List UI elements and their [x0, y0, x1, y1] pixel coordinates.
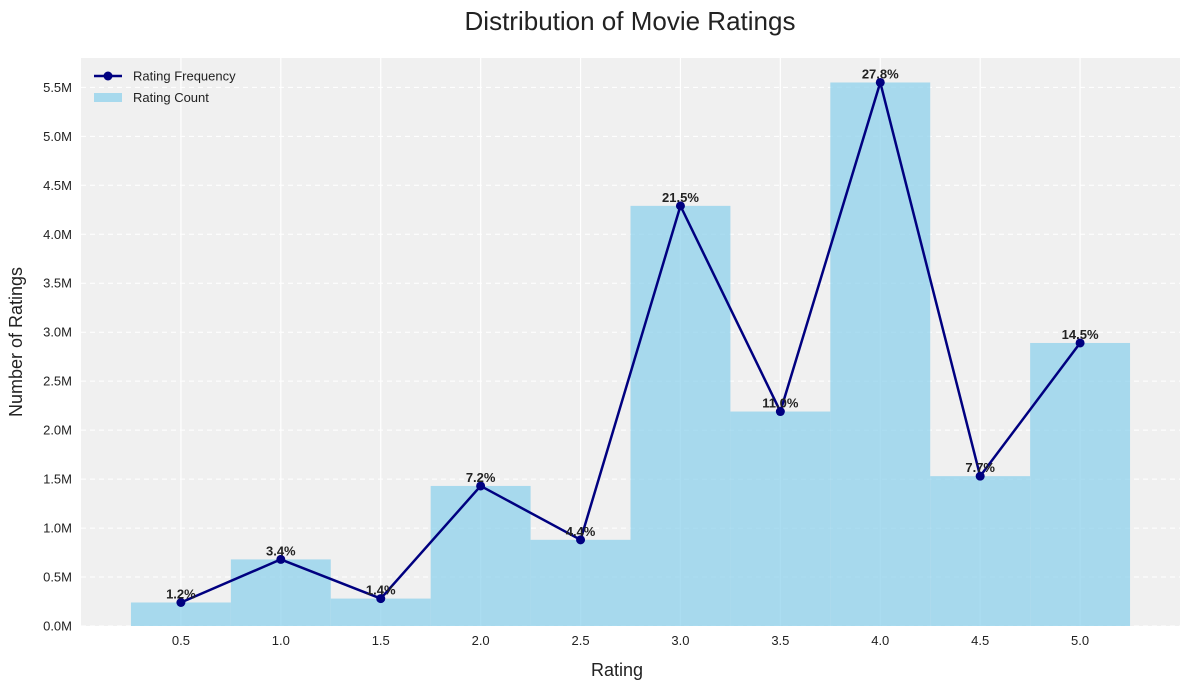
percent-label: 7.7%	[965, 460, 995, 475]
percent-label: 4.4%	[566, 524, 596, 539]
y-tick-label: 3.5M	[43, 276, 72, 291]
percent-label: 1.2%	[166, 586, 196, 601]
bar	[630, 205, 731, 626]
bar	[530, 539, 631, 626]
line-point	[276, 554, 286, 564]
x-tick-label: 4.5	[971, 633, 989, 648]
y-tick-label: 3.0M	[43, 325, 72, 340]
line-point	[675, 201, 685, 211]
line-point	[576, 535, 586, 545]
percent-label: 21.5%	[662, 190, 699, 205]
y-tick-label: 5.5M	[43, 80, 72, 95]
y-tick-label: 2.0M	[43, 423, 72, 438]
y-axis-label: Number of Ratings	[6, 267, 26, 417]
y-tick-label: 1.5M	[43, 472, 72, 487]
x-tick-label: 0.5	[172, 633, 190, 648]
x-tick-label: 2.5	[572, 633, 590, 648]
y-tick-label: 0.0M	[43, 619, 72, 634]
x-tick-label: 1.0	[272, 633, 290, 648]
x-tick-label: 4.0	[871, 633, 889, 648]
bar	[230, 559, 331, 626]
line-point	[376, 594, 386, 604]
x-tick-label: 3.5	[771, 633, 789, 648]
x-tick-label: 3.0	[671, 633, 689, 648]
line-point	[1075, 338, 1085, 348]
bar	[1030, 342, 1131, 626]
line-point	[176, 597, 186, 607]
percent-label: 11.0%	[762, 396, 799, 411]
series-line	[180, 81, 1082, 604]
x-axis-ticks: 0.5 1.0 1.5 2.0 2.5 3.0 3.5 4.0 4.5 5.0	[172, 633, 1089, 648]
y-tick-label: 4.0M	[43, 227, 72, 242]
line-point	[775, 407, 785, 417]
legend-bar-swatch	[94, 93, 122, 102]
frequency-line	[176, 77, 1085, 607]
percent-labels: 1.2% 3.4% 1.4% 7.2% 4.4% 21.5% 11.0% 27.8% 7.7% 1…	[166, 66, 1099, 601]
bar	[330, 598, 431, 626]
y-tick-label: 4.5M	[43, 178, 72, 193]
line-point	[975, 471, 985, 481]
line-point	[476, 481, 486, 491]
y-axis-ticks: 0.0M 0.5M 1.0M 1.5M 2.0M 2.5M 3.0M 3.5M 4.0M 4.5M…	[43, 80, 72, 634]
percent-label: 1.4%	[366, 583, 396, 598]
x-tick-label: 5.0	[1071, 633, 1089, 648]
percent-label: 3.4%	[266, 543, 296, 558]
percent-label: 27.8%	[862, 66, 899, 81]
legend-entry-rating-frequency: Rating Frequency	[133, 69, 236, 84]
y-tick-label: 1.0M	[43, 521, 72, 536]
bars	[130, 82, 1131, 626]
x-axis-label: Rating	[591, 660, 643, 680]
x-tick-label: 2.0	[472, 633, 490, 648]
y-tick-label: 2.5M	[43, 374, 72, 389]
x-tick-label: 1.5	[372, 633, 390, 648]
percent-label: 7.2%	[466, 470, 496, 485]
percent-label: 14.5%	[1062, 327, 1099, 342]
y-tick-label: 0.5M	[43, 570, 72, 585]
line-point	[875, 77, 885, 87]
bar	[130, 602, 231, 626]
legend-entry-rating-count: Rating Count	[133, 90, 209, 105]
bar	[930, 476, 1031, 626]
bar	[830, 82, 931, 626]
bar	[430, 485, 531, 626]
bar	[730, 411, 831, 626]
y-tick-label: 5.0M	[43, 129, 72, 144]
legend-line-marker	[103, 71, 113, 81]
chart-title: Distribution of Movie Ratings	[465, 6, 796, 36]
legend: Rating Frequency Rating Count	[94, 69, 236, 105]
